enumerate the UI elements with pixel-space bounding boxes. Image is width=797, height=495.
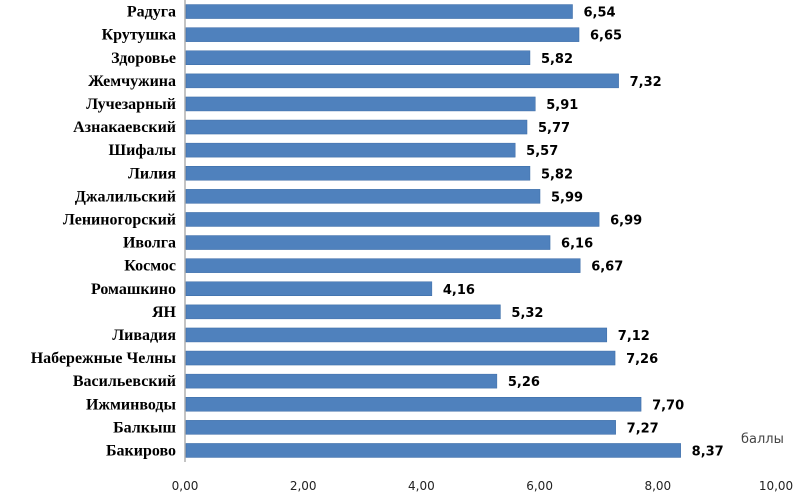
bar-10 (185, 235, 551, 250)
x-axis-ticks: 0,00 2,00 4,00 6,00 8,00 10,00 (172, 479, 794, 493)
category-label-9: Лениногорский (63, 211, 176, 228)
category-label-2: Здоровье (111, 50, 176, 67)
bar-7 (185, 166, 531, 181)
category-label-18: Балкыш (113, 419, 176, 436)
bar-1 (185, 27, 580, 42)
category-label-11: Космос (124, 258, 176, 275)
bar-4 (185, 96, 536, 112)
bar-2 (185, 50, 531, 65)
bar-3 (185, 73, 619, 89)
category-label-12: Ромашкино (91, 281, 176, 298)
value-label-0: 6,54 (584, 6, 616, 21)
value-label-15: 7,26 (626, 352, 658, 367)
bar-14 (185, 327, 608, 343)
x-tick-label-5: 10,00 (759, 479, 793, 493)
value-label-2: 5,82 (541, 52, 573, 67)
x-tick-label-0: 0,00 (172, 479, 199, 493)
value-label-11: 6,67 (591, 260, 623, 275)
category-label-14: Ливадия (112, 327, 176, 344)
value-label-5: 5,77 (538, 121, 570, 136)
value-label-6: 5,57 (526, 144, 558, 159)
bars-layer (185, 4, 681, 458)
value-label-9: 6,99 (610, 213, 642, 228)
x-tick-label-1: 2,00 (290, 479, 317, 493)
category-label-1: Крутушка (102, 27, 176, 44)
category-label-5: Азнакаевский (73, 119, 176, 136)
bar-19 (185, 443, 681, 458)
category-label-15: Набережные Челны (31, 350, 177, 367)
bar-11 (185, 258, 581, 273)
bar-18 (185, 420, 616, 435)
value-label-13: 5,32 (511, 306, 543, 321)
category-label-16: Васильевский (73, 373, 176, 390)
category-label-10: Иволга (123, 235, 176, 252)
bar-12 (185, 281, 433, 296)
category-label-4: Лучезарный (86, 96, 176, 113)
value-label-16: 5,26 (508, 375, 540, 390)
bar-9 (185, 212, 600, 227)
bar-0 (185, 4, 573, 19)
value-label-19: 8,37 (692, 444, 724, 459)
bar-8 (185, 189, 541, 204)
category-label-0: Радуга (127, 4, 176, 21)
value-label-17: 7,70 (652, 398, 684, 413)
value-label-10: 6,16 (561, 237, 593, 252)
category-label-13: ЯН (152, 304, 177, 321)
x-tick-label-4: 8,00 (644, 479, 671, 493)
value-label-1: 6,65 (590, 29, 622, 44)
value-label-18: 7,27 (627, 421, 659, 436)
category-label-8: Джалильский (75, 188, 176, 205)
x-tick-label-2: 4,00 (408, 479, 435, 493)
bar-15 (185, 350, 616, 366)
bar-17 (185, 397, 642, 412)
bar-6 (185, 142, 516, 158)
category-label-7: Лилия (128, 165, 176, 182)
value-label-4: 5,91 (546, 98, 578, 113)
category-label-19: Бакирово (106, 442, 176, 459)
category-label-17: Ижминводы (86, 396, 177, 413)
value-label-12: 4,16 (443, 283, 475, 298)
value-label-7: 5,82 (541, 167, 573, 182)
labels-layer: Радуга 6,54 Крутушка 6,65 Здоровье 5,82 Жемчуж… (31, 4, 724, 460)
x-tick-label-3: 6,00 (526, 479, 553, 493)
category-label-3: Жемчужина (88, 73, 176, 90)
value-label-8: 5,99 (551, 190, 583, 205)
value-label-14: 7,12 (618, 329, 650, 344)
unit-label: баллы (741, 432, 784, 447)
value-label-3: 7,32 (630, 75, 662, 90)
bar-5 (185, 119, 528, 135)
category-label-6: Шифалы (109, 142, 177, 159)
bar-16 (185, 373, 498, 389)
bar-13 (185, 304, 501, 320)
